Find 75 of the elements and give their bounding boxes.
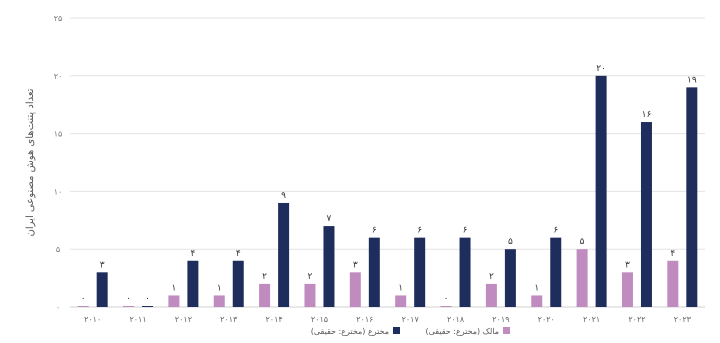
data-label: ۰ <box>444 294 448 304</box>
data-label: ۶ <box>372 226 377 236</box>
x-tick-label: ۲۰۱۲ <box>174 315 192 324</box>
bar <box>304 284 316 307</box>
data-label: ۵ <box>580 237 585 248</box>
x-tick-label: ۲۰۲۲ <box>628 315 646 324</box>
data-label: ۴ <box>190 248 196 259</box>
legend-label: مالک (مخترع: حقیقی) <box>425 327 499 336</box>
data-label: ۹ <box>281 190 286 201</box>
y-tick-label: ۱۰ <box>54 187 62 196</box>
x-tick-label: ۲۰۱۷ <box>402 315 420 324</box>
bar <box>323 226 334 307</box>
bar <box>596 76 607 307</box>
y-tick-label: ۱۵ <box>54 130 62 139</box>
data-label: ۱ <box>216 283 222 294</box>
bar <box>414 238 426 307</box>
x-tick-label: ۲۰۲۳ <box>674 315 692 324</box>
bar <box>531 295 542 307</box>
data-label: ۳ <box>625 260 630 270</box>
data-label: ۲۰ <box>596 64 606 74</box>
y-tick-label: ۵ <box>56 245 60 254</box>
data-label: ۷ <box>326 214 332 224</box>
legend-label: مخترع (مخترع: حقیقی) <box>310 327 389 336</box>
bar <box>486 284 497 307</box>
x-tick-label: ۲۰۱۹ <box>492 315 510 324</box>
bar <box>214 295 225 307</box>
data-label: ۱۹ <box>686 75 697 86</box>
data-label: ۳ <box>352 260 358 270</box>
x-tick-label: ۲۰۱۰ <box>84 315 102 324</box>
bar <box>686 87 698 307</box>
bar <box>259 284 270 307</box>
bar <box>504 249 516 307</box>
data-label: ۶ <box>417 226 422 236</box>
data-label: ۴ <box>236 248 241 259</box>
x-tick-label: ۲۰۱۵ <box>310 315 328 324</box>
data-label: ۱ <box>398 283 404 294</box>
data-label: ۶ <box>553 226 558 236</box>
data-label: ۲ <box>488 272 494 282</box>
x-tick-label: ۲۰۱۸ <box>446 315 465 324</box>
data-label: ۰ <box>145 294 150 304</box>
y-tick-label: ۰ <box>56 303 60 312</box>
x-tick-label: ۲۰۲۱ <box>583 315 600 324</box>
bar <box>460 238 471 307</box>
data-label: ۳ <box>100 260 105 270</box>
y-tick-label: ۲۵ <box>54 14 62 23</box>
x-tick-label: ۲۰۱۳ <box>220 315 238 324</box>
bar <box>667 260 678 307</box>
data-label: ۵ <box>508 237 513 248</box>
bar <box>395 295 406 307</box>
x-tick-label: ۲۰۱۴ <box>266 315 283 324</box>
x-tick-label: ۲۰۲۰ <box>538 315 555 324</box>
bar <box>350 272 361 307</box>
data-label: ۱ <box>534 283 540 294</box>
bar <box>640 122 652 307</box>
bar <box>576 249 588 307</box>
x-tick-label: ۲۰۱۶ <box>356 315 374 324</box>
bar <box>232 260 244 307</box>
data-label: ۱ <box>171 283 176 294</box>
data-label: ۲ <box>308 272 313 282</box>
bar <box>368 238 380 307</box>
bar <box>96 272 108 307</box>
data-label: ۶ <box>462 226 468 236</box>
y-axis-title: تعداد پتنت‌های هوش مصنوعی ایران <box>25 88 36 236</box>
data-label: ۰ <box>80 294 86 304</box>
data-label: ۰ <box>126 294 131 304</box>
data-label: ۲ <box>262 272 268 282</box>
x-tick-label: ۲۰۱۱ <box>129 315 147 324</box>
bar <box>550 238 562 307</box>
bar <box>622 272 633 307</box>
data-label: ۱۶ <box>642 110 652 120</box>
data-label: ۴ <box>670 248 676 259</box>
bar <box>168 295 180 307</box>
y-tick-label: ۲۰ <box>54 72 62 81</box>
bar <box>278 202 290 307</box>
bar <box>187 260 198 307</box>
